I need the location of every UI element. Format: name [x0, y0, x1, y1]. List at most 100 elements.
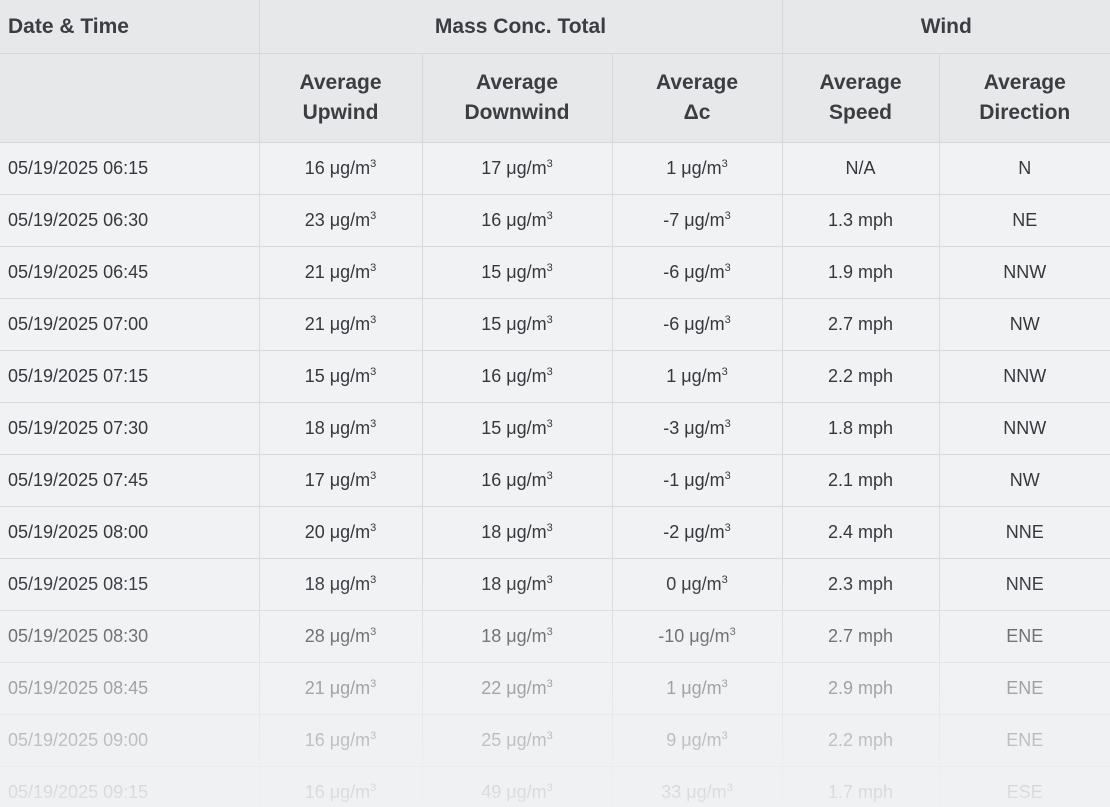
avg-upwind-cell: 18 μg/m3 — [259, 402, 423, 455]
avg-direction-cell: NE — [939, 194, 1110, 247]
avg-delta-header[interactable]: Average Δc — [612, 53, 783, 143]
avg-downwind-cell: 18 μg/m3 — [422, 610, 613, 663]
empty-header-cell — [0, 53, 260, 143]
table-row[interactable]: 05/19/2025 07:45 17 μg/m3 16 μg/m3 -1 μg/m3… — [0, 454, 1110, 507]
avg-speed-cell: 1.7 mph — [782, 766, 940, 807]
avg-upwind-cell: 18 μg/m3 — [259, 558, 423, 611]
avg-upwind-header[interactable]: Average Upwind — [259, 53, 423, 143]
avg-downwind-cell: 17 μg/m3 — [422, 142, 613, 195]
table-header: Date & Time Mass Conc. Total Wind Averag… — [0, 0, 1110, 143]
date-time-cell: 05/19/2025 09:00 — [0, 714, 260, 767]
date-time-cell: 05/19/2025 07:30 — [0, 402, 260, 455]
table-row[interactable]: 05/19/2025 08:30 28 μg/m3 18 μg/m3 -10 μg/m… — [0, 610, 1110, 663]
avg-delta-cell: -6 μg/m3 — [612, 298, 783, 351]
avg-speed-cell: 1.3 mph — [782, 194, 940, 247]
avg-downwind-cell: 49 μg/m3 — [422, 766, 613, 807]
avg-downwind-cell: 18 μg/m3 — [422, 506, 613, 559]
avg-direction-cell: NNW — [939, 402, 1110, 455]
avg-downwind-cell: 25 μg/m3 — [422, 714, 613, 767]
avg-direction-cell: ESE — [939, 766, 1110, 807]
avg-direction-cell: N — [939, 142, 1110, 195]
avg-speed-cell: 2.2 mph — [782, 350, 940, 403]
avg-delta-cell: -6 μg/m3 — [612, 246, 783, 299]
avg-direction-cell: NNW — [939, 350, 1110, 403]
avg-speed-cell: 2.9 mph — [782, 662, 940, 715]
table-body: 05/19/2025 06:15 16 μg/m3 17 μg/m3 1 μg/m3 N… — [0, 142, 1110, 807]
avg-delta-cell: 33 μg/m3 — [612, 766, 783, 807]
avg-downwind-cell: 22 μg/m3 — [422, 662, 613, 715]
avg-downwind-cell: 16 μg/m3 — [422, 454, 613, 507]
avg-direction-header[interactable]: Average Direction — [939, 53, 1110, 143]
avg-delta-cell: -3 μg/m3 — [612, 402, 783, 455]
avg-upwind-cell: 16 μg/m3 — [259, 142, 423, 195]
avg-speed-cell: 2.2 mph — [782, 714, 940, 767]
avg-delta-cell: 1 μg/m3 — [612, 662, 783, 715]
table-row[interactable]: 05/19/2025 08:00 20 μg/m3 18 μg/m3 -2 μg/m3… — [0, 506, 1110, 559]
avg-speed-cell: 1.8 mph — [782, 402, 940, 455]
table-row[interactable]: 05/19/2025 07:00 21 μg/m3 15 μg/m3 -6 μg/m3… — [0, 298, 1110, 351]
date-time-cell: 05/19/2025 06:45 — [0, 246, 260, 299]
avg-downwind-cell: 15 μg/m3 — [422, 298, 613, 351]
avg-direction-cell: ENE — [939, 714, 1110, 767]
avg-speed-cell: 2.3 mph — [782, 558, 940, 611]
date-time-cell: 05/19/2025 06:15 — [0, 142, 260, 195]
wind-header: Wind — [782, 0, 1110, 54]
date-time-cell: 05/19/2025 07:45 — [0, 454, 260, 507]
table-row[interactable]: 05/19/2025 07:30 18 μg/m3 15 μg/m3 -3 μg/m3… — [0, 402, 1110, 455]
avg-upwind-cell: 20 μg/m3 — [259, 506, 423, 559]
avg-direction-cell: NNE — [939, 558, 1110, 611]
avg-speed-cell: 2.4 mph — [782, 506, 940, 559]
avg-delta-cell: -10 μg/m3 — [612, 610, 783, 663]
avg-delta-cell: 1 μg/m3 — [612, 350, 783, 403]
table-row[interactable]: 05/19/2025 08:45 21 μg/m3 22 μg/m3 1 μg/m3 2… — [0, 662, 1110, 715]
avg-upwind-cell: 17 μg/m3 — [259, 454, 423, 507]
avg-delta-cell: 9 μg/m3 — [612, 714, 783, 767]
avg-upwind-cell: 21 μg/m3 — [259, 246, 423, 299]
table-row[interactable]: 05/19/2025 08:15 18 μg/m3 18 μg/m3 0 μg/m3 2… — [0, 558, 1110, 611]
avg-downwind-cell: 15 μg/m3 — [422, 246, 613, 299]
table-row[interactable]: 05/19/2025 07:15 15 μg/m3 16 μg/m3 1 μg/m3 2… — [0, 350, 1110, 403]
date-time-cell: 05/19/2025 08:30 — [0, 610, 260, 663]
avg-upwind-cell: 28 μg/m3 — [259, 610, 423, 663]
avg-delta-cell: 0 μg/m3 — [612, 558, 783, 611]
avg-downwind-cell: 15 μg/m3 — [422, 402, 613, 455]
date-time-cell: 05/19/2025 08:45 — [0, 662, 260, 715]
mass-conc-total-header: Mass Conc. Total — [259, 0, 783, 54]
avg-upwind-cell: 16 μg/m3 — [259, 766, 423, 807]
avg-downwind-cell: 16 μg/m3 — [422, 194, 613, 247]
avg-upwind-cell: 16 μg/m3 — [259, 714, 423, 767]
table-row[interactable]: 05/19/2025 09:00 16 μg/m3 25 μg/m3 9 μg/m3 2… — [0, 714, 1110, 767]
date-time-cell: 05/19/2025 07:00 — [0, 298, 260, 351]
avg-upwind-cell: 21 μg/m3 — [259, 298, 423, 351]
avg-delta-cell: 1 μg/m3 — [612, 142, 783, 195]
date-time-cell: 05/19/2025 08:15 — [0, 558, 260, 611]
avg-speed-cell: 2.7 mph — [782, 610, 940, 663]
avg-direction-cell: NNE — [939, 506, 1110, 559]
table-row[interactable]: 05/19/2025 06:45 21 μg/m3 15 μg/m3 -6 μg/m3… — [0, 246, 1110, 299]
avg-downwind-cell: 16 μg/m3 — [422, 350, 613, 403]
avg-direction-cell: ENE — [939, 662, 1110, 715]
table-row[interactable]: 05/19/2025 06:30 23 μg/m3 16 μg/m3 -7 μg/m3… — [0, 194, 1110, 247]
date-time-cell: 05/19/2025 08:00 — [0, 506, 260, 559]
avg-delta-cell: -2 μg/m3 — [612, 506, 783, 559]
avg-speed-cell: 1.9 mph — [782, 246, 940, 299]
avg-direction-cell: ENE — [939, 610, 1110, 663]
table-row[interactable]: 05/19/2025 09:15 16 μg/m3 49 μg/m3 33 μg/m3… — [0, 766, 1110, 807]
avg-speed-cell: N/A — [782, 142, 940, 195]
date-time-cell: 05/19/2025 06:30 — [0, 194, 260, 247]
date-time-cell: 05/19/2025 09:15 — [0, 766, 260, 807]
avg-direction-cell: NW — [939, 298, 1110, 351]
avg-upwind-cell: 23 μg/m3 — [259, 194, 423, 247]
date-time-header[interactable]: Date & Time — [0, 0, 260, 54]
avg-downwind-header[interactable]: Average Downwind — [422, 53, 613, 143]
avg-delta-cell: -7 μg/m3 — [612, 194, 783, 247]
avg-speed-cell: 2.7 mph — [782, 298, 940, 351]
header-sub-row: Average Upwind Average Downwind Average Δc … — [0, 53, 1110, 143]
avg-speed-header[interactable]: Average Speed — [782, 53, 940, 143]
table-row[interactable]: 05/19/2025 06:15 16 μg/m3 17 μg/m3 1 μg/m3 N… — [0, 142, 1110, 195]
avg-upwind-cell: 21 μg/m3 — [259, 662, 423, 715]
avg-delta-cell: -1 μg/m3 — [612, 454, 783, 507]
avg-direction-cell: NNW — [939, 246, 1110, 299]
